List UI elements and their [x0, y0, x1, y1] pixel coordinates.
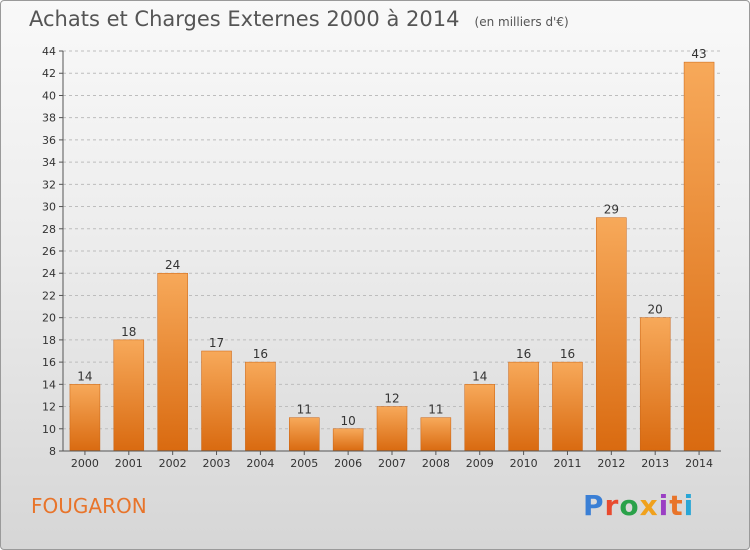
y-tick-label: 36: [42, 134, 56, 147]
x-tick-label: 2002: [159, 457, 187, 470]
x-tick-label: 2003: [203, 457, 231, 470]
bar: [683, 61, 715, 452]
y-tick-label: 12: [42, 401, 56, 414]
y-tick-label: 24: [42, 267, 56, 280]
bar: [420, 417, 452, 452]
y-tick-label: 30: [42, 201, 56, 214]
x-tick-label: 2001: [115, 457, 143, 470]
value-label: 14: [77, 369, 92, 383]
bar: [69, 384, 101, 452]
bar: [157, 272, 188, 452]
x-tick-label: 2007: [378, 457, 406, 470]
value-label: 29: [604, 203, 619, 217]
x-tick-label: 2008: [422, 457, 450, 470]
logo-letter: r: [604, 489, 620, 522]
value-label: 10: [340, 414, 355, 428]
value-label: 11: [428, 403, 443, 417]
proxiti-logo: Proxiti: [583, 489, 694, 522]
y-tick-label: 32: [42, 178, 56, 191]
value-label: 24: [165, 258, 180, 272]
bar: [464, 384, 495, 452]
value-label: 12: [384, 392, 399, 406]
bar: [332, 428, 364, 452]
x-tick-label: 2010: [510, 457, 538, 470]
y-tick-label: 20: [42, 312, 56, 325]
y-tick-label: 40: [42, 89, 56, 102]
y-tick-label: 34: [42, 156, 56, 169]
y-tick-label: 10: [42, 423, 56, 436]
value-label: 16: [516, 347, 531, 361]
x-tick-label: 2000: [71, 457, 99, 470]
logo-letter: P: [583, 489, 605, 522]
title-unit: (en milliers d'€): [474, 15, 569, 29]
bar: [201, 350, 232, 452]
value-label: 16: [560, 347, 575, 361]
x-tick-label: 2012: [597, 457, 625, 470]
bar: [552, 361, 583, 452]
value-label: 11: [297, 403, 312, 417]
logo-letter: o: [619, 489, 640, 522]
x-tick-label: 2014: [685, 457, 713, 470]
y-tick-label: 28: [42, 223, 56, 236]
y-tick-label: 18: [42, 334, 56, 347]
bar: [508, 361, 539, 452]
value-label: 18: [121, 325, 136, 339]
chart-title: Achats et Charges Externes 2000 à 2014 (…: [29, 7, 569, 31]
x-tick-label: 2004: [246, 457, 274, 470]
commune-name: FOUGARON: [31, 494, 147, 518]
bar: [113, 339, 145, 452]
value-label: 17: [209, 336, 224, 350]
bar: [376, 406, 408, 452]
logo-letter: i: [683, 489, 695, 522]
logo-letter: x: [639, 489, 659, 522]
logo-letter: i: [658, 489, 670, 522]
x-tick-label: 2005: [290, 457, 318, 470]
bar: [245, 361, 276, 452]
x-tick-label: 2006: [334, 457, 362, 470]
value-label: 43: [691, 47, 706, 61]
bar: [639, 317, 671, 452]
title-text: Achats et Charges Externes 2000 à 2014: [29, 7, 460, 31]
y-tick-label: 16: [42, 356, 56, 369]
bar: [289, 417, 320, 452]
bar: [596, 217, 627, 452]
x-tick-label: 2013: [641, 457, 669, 470]
y-tick-label: 44: [42, 45, 56, 58]
value-label: 20: [648, 303, 663, 317]
y-tick-label: 42: [42, 67, 56, 80]
y-tick-label: 8: [49, 445, 56, 458]
value-label: 16: [253, 347, 268, 361]
y-tick-label: 22: [42, 289, 56, 302]
x-tick-label: 2011: [553, 457, 581, 470]
logo-letter: t: [669, 489, 684, 522]
y-tick-label: 14: [42, 378, 56, 391]
y-tick-label: 26: [42, 245, 56, 258]
value-label: 14: [472, 369, 487, 383]
x-tick-label: 2009: [466, 457, 494, 470]
y-tick-label: 38: [42, 112, 56, 125]
